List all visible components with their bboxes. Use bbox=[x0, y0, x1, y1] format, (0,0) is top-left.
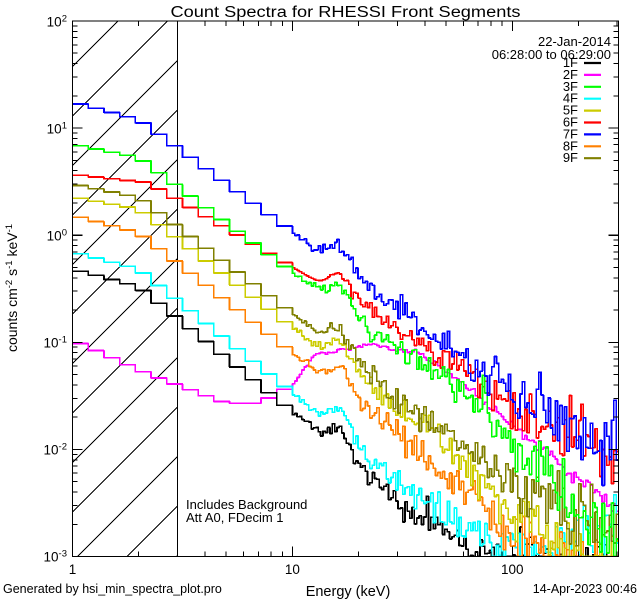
svg-text:Count Spectra for RHESSI Front: Count Spectra for RHESSI Front Segments bbox=[171, 4, 521, 21]
svg-text:10: 10 bbox=[285, 562, 300, 577]
svg-text:9F: 9F bbox=[563, 150, 578, 165]
svg-text:Att A0, FDecim 1: Att A0, FDecim 1 bbox=[186, 510, 284, 525]
svg-text:06:28:00 to 06:29:00: 06:28:00 to 06:29:00 bbox=[492, 47, 611, 62]
svg-text:Generated by hsi_min_spectra_p: Generated by hsi_min_spectra_plot.pro bbox=[3, 582, 222, 596]
svg-text:14-Apr-2023 00:46: 14-Apr-2023 00:46 bbox=[533, 582, 637, 596]
svg-text:Energy (keV): Energy (keV) bbox=[306, 584, 391, 600]
svg-text:100: 100 bbox=[501, 562, 524, 577]
svg-text:1: 1 bbox=[69, 562, 77, 577]
